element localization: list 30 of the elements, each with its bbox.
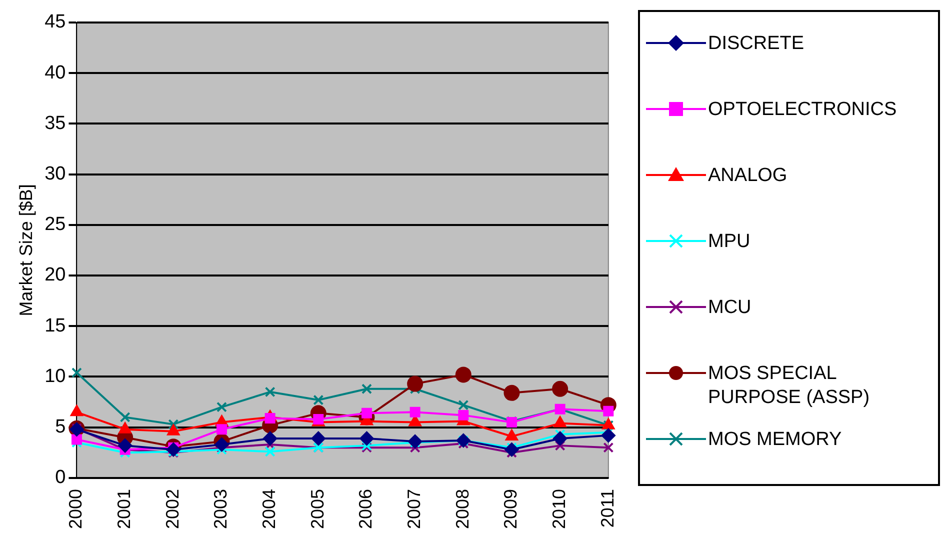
x-tick-label: 2008 xyxy=(452,488,472,530)
legend-label: MPU xyxy=(708,230,750,254)
x-tick-label: 2009 xyxy=(500,488,521,530)
y-tick-label: 45 xyxy=(44,12,66,33)
x-tick-label: 2010 xyxy=(549,488,570,530)
legend-label: OPTOELECTRONICS xyxy=(708,98,897,122)
legend-label: MOS SPECIAL PURPOSE (ASSP) xyxy=(708,362,871,410)
x-tick-label: 2002 xyxy=(162,488,182,530)
y-tick-label: 25 xyxy=(44,214,66,236)
x-tick-label: 2007 xyxy=(404,488,424,530)
y-tick-label: 5 xyxy=(55,416,66,438)
y-axis-title: Market Size [$B] xyxy=(16,184,36,316)
legend-label: MCU xyxy=(708,296,752,320)
x-tick-label: 2006 xyxy=(356,488,376,530)
y-tick-label: 15 xyxy=(44,315,66,336)
x-tick-label: 2000 xyxy=(66,488,86,530)
x-tick-label: 2001 xyxy=(114,488,134,530)
legend-label: MOS MEMORY xyxy=(708,428,842,452)
legend-label: ANALOG xyxy=(708,164,788,188)
y-tick-label: 0 xyxy=(55,467,66,488)
y-tick-label: 20 xyxy=(44,264,66,286)
x-tick-label: 2004 xyxy=(259,488,280,530)
y-tick-label: 40 xyxy=(44,62,66,84)
x-tick-label: 2005 xyxy=(307,488,328,530)
y-tick-label: 10 xyxy=(44,366,66,387)
x-tick-label: 2003 xyxy=(210,488,231,530)
x-tick-label: 2011 xyxy=(597,488,618,528)
legend-label: DISCRETE xyxy=(708,32,804,56)
y-tick-label: 35 xyxy=(44,112,66,134)
y-tick-label: 30 xyxy=(44,163,66,184)
